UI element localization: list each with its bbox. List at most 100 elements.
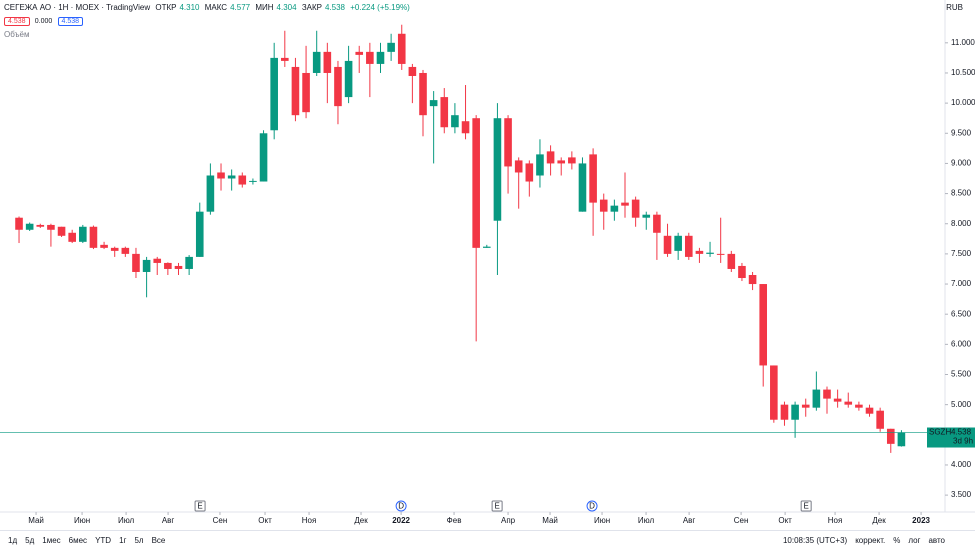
candle-body: [36, 224, 45, 227]
range-button[interactable]: 1г: [119, 535, 127, 545]
candle-body: [738, 265, 746, 279]
open: 4.310: [179, 3, 200, 12]
x-tick-label: Июл: [638, 516, 655, 525]
percent[interactable]: %: [893, 535, 901, 545]
range-button[interactable]: 1д: [8, 535, 18, 545]
y-tick-label: 6.000: [951, 339, 972, 348]
candle-body: [121, 247, 130, 254]
event-marker: D: [395, 500, 407, 512]
range-button[interactable]: Все: [151, 535, 166, 545]
candle-body: [801, 404, 810, 408]
candle-body: [291, 66, 300, 116]
candle-body: [770, 365, 778, 420]
candle-body: [451, 115, 459, 128]
y-tick-label: 5.000: [951, 400, 972, 409]
x-tick-label: Фев: [447, 516, 462, 525]
candle-body: [886, 428, 895, 444]
candle-body: [663, 235, 672, 254]
candle-body: [174, 265, 183, 269]
range-button[interactable]: YTD: [95, 535, 112, 545]
y-tick-label: 9.000: [951, 159, 972, 168]
candle-body: [227, 175, 236, 179]
event-marker: E: [491, 500, 503, 512]
sell-button[interactable]: 4.538: [4, 17, 30, 26]
event-icon: [395, 500, 407, 512]
clock: 10:08:35 (UTC+3): [782, 535, 848, 545]
toolbar: 1д 5д 1мес 6мес YTD 1г 5л Все 10:08:35 (UTC+3) к…: [0, 530, 975, 549]
candle-body: [568, 157, 576, 164]
x-tick-label: Окт: [778, 516, 792, 525]
candle-body: [25, 223, 34, 230]
buy-button[interactable]: 4.538: [57, 17, 84, 26]
x-tick-label: Ноя: [302, 516, 317, 525]
candle-body: [419, 72, 427, 116]
candle-body: [185, 256, 193, 269]
event-marker: E: [800, 500, 812, 512]
candle-body: [610, 205, 619, 212]
close-label: ЗАКР: [301, 3, 322, 12]
candle-body: [855, 404, 863, 408]
event-label: E: [803, 502, 808, 511]
range-button[interactable]: 1мес: [42, 535, 61, 545]
candle-body: [387, 42, 395, 52]
candle-body: [397, 33, 406, 64]
price-tag-countdown: 3d 9h: [953, 437, 973, 446]
y-tick-label: 10.000: [951, 98, 975, 107]
candle-body: [631, 199, 640, 218]
candle-body: [525, 163, 534, 182]
candle-body: [482, 246, 491, 248]
y-tick-label: 8.000: [951, 219, 972, 228]
legend: СЕГЕЖА АО · 1Н · MOEX · TradingView ОТКР…: [4, 3, 413, 39]
adjust[interactable]: коррект.: [855, 535, 886, 545]
candle-body: [695, 250, 704, 254]
range-button[interactable]: 6мес: [68, 535, 88, 545]
candle-body: [589, 154, 597, 203]
y-tick-label: 4.000: [951, 460, 972, 469]
x-tick-label: 2022: [392, 516, 410, 525]
candle-body: [472, 118, 480, 248]
y-tick-label: 3.500: [951, 490, 972, 499]
candle-body: [706, 252, 714, 254]
candle-body: [142, 259, 151, 272]
candle-body: [429, 100, 438, 107]
candle-body: [344, 60, 353, 98]
y-tick-label: 7.500: [951, 249, 972, 258]
x-tick-label: Июл: [118, 516, 135, 525]
x-tick-label: Сен: [213, 516, 228, 525]
x-tick-label: Окт: [258, 516, 272, 525]
x-tick-label: Май: [542, 516, 558, 525]
candle-body: [621, 202, 629, 206]
x-tick-label: Дек: [872, 516, 886, 525]
candle-body: [727, 253, 736, 269]
candle-body: [217, 172, 225, 179]
candle-body: [504, 118, 512, 167]
event-label: D: [398, 502, 404, 511]
auto[interactable]: авто: [928, 535, 945, 545]
low-label: МИН: [255, 3, 274, 12]
candle-body: [748, 274, 757, 285]
candle-body: [110, 247, 119, 251]
candle-body: [323, 51, 332, 73]
candle-body: [238, 175, 247, 185]
range-button[interactable]: 5л: [134, 535, 144, 545]
currency[interactable]: RUB: [946, 3, 963, 12]
volume-label: Объём: [4, 30, 30, 39]
candle-body: [812, 389, 821, 408]
event-marker: E: [194, 500, 206, 512]
x-tick-label: Июн: [594, 516, 610, 525]
x-tick-label: Ноя: [828, 516, 843, 525]
x-tick-label: Авг: [683, 516, 696, 525]
candle-body: [132, 253, 140, 272]
log[interactable]: лог: [908, 535, 921, 545]
candle-body: [15, 217, 23, 230]
low: 4.304: [276, 3, 297, 12]
event-icon: [194, 500, 206, 512]
x-tick-label: Сен: [734, 516, 749, 525]
range-button[interactable]: 5д: [25, 535, 35, 545]
y-tick-label: 11.000: [951, 38, 975, 47]
candle-body: [57, 226, 66, 236]
x-tick-label: 2023: [912, 516, 930, 525]
x-tick-label: Май: [28, 516, 44, 525]
candle-body: [68, 232, 76, 242]
